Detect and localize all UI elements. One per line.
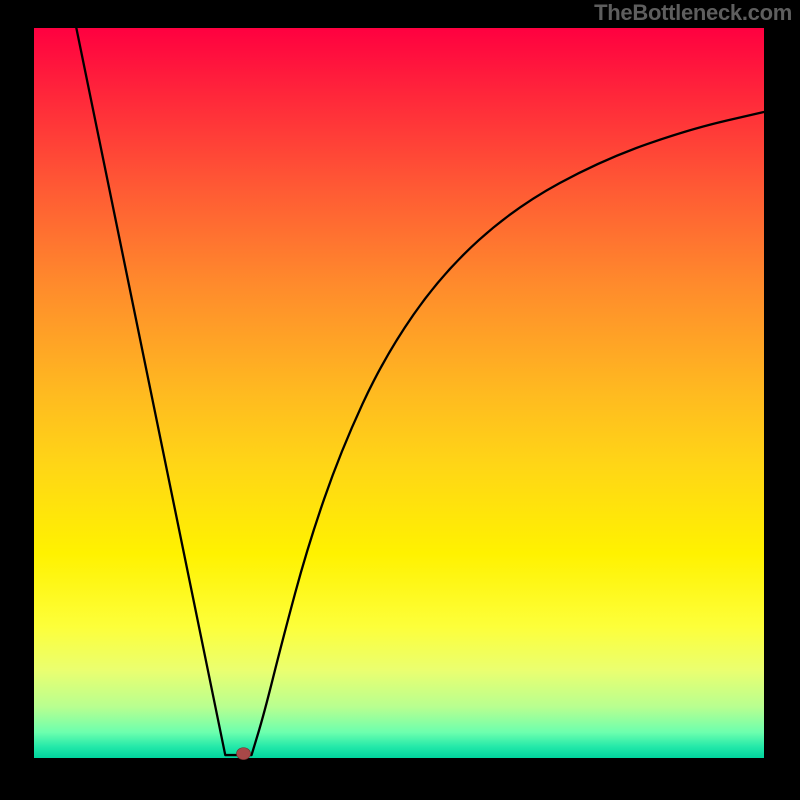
chart-svg: [0, 0, 800, 800]
plot-background: [34, 28, 764, 758]
valley-marker: [237, 748, 251, 760]
chart-stage: TheBottleneck.com: [0, 0, 800, 800]
